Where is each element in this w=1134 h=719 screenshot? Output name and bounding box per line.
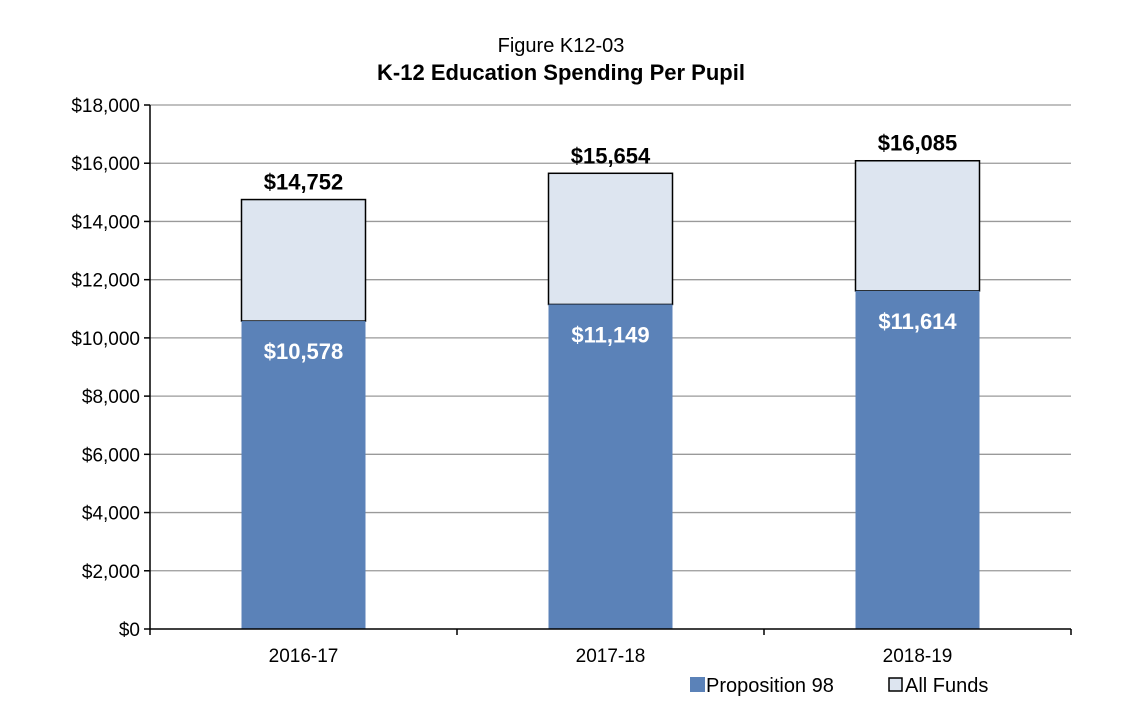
x-tick-label: 2016-17 <box>269 646 339 667</box>
bar-proposition-98-2018-19 <box>855 290 980 629</box>
y-tick-label: $12,000 <box>71 271 140 292</box>
legend-swatch-all-funds <box>888 677 903 692</box>
data-labels: $10,578 $14,752 $11,149 $15,654 $11,614 $16,0… <box>264 131 958 364</box>
legend: Proposition 98 All Funds <box>690 675 988 697</box>
y-tick-label: $18,000 <box>71 96 140 117</box>
x-tick-label: 2017-18 <box>576 646 646 667</box>
y-tick-label: $4,000 <box>82 504 140 525</box>
y-tick-label: $2,000 <box>82 562 140 583</box>
data-label-proposition-98: $11,149 <box>571 322 649 347</box>
data-label-proposition-98: $10,578 <box>264 339 344 364</box>
bars <box>240 159 981 629</box>
legend-label-proposition-98: Proposition 98 <box>706 675 834 697</box>
bar-all-funds-2018-19 <box>854 159 981 292</box>
bar-all-funds-2017-18 <box>547 172 674 306</box>
axes: $0 $2,000 $4,000 $6,000 $8,000 $10,000 $12,000… <box>71 96 1072 667</box>
data-label-proposition-98: $11,614 <box>878 309 957 334</box>
y-tick-label: $8,000 <box>82 387 140 408</box>
y-tick-label: $16,000 <box>71 154 140 175</box>
data-label-total: $14,752 <box>264 170 344 195</box>
chart-title: K-12 Education Spending Per Pupil <box>377 60 745 85</box>
y-tick-label: $6,000 <box>82 445 140 466</box>
bar-proposition-98-2016-17 <box>241 321 366 629</box>
legend-swatch-proposition-98 <box>690 677 705 692</box>
legend-label-all-funds: All Funds <box>905 675 988 697</box>
figure-label: Figure K12-03 <box>498 35 625 57</box>
data-label-total: $15,654 <box>571 143 651 168</box>
bar-proposition-98-2017-18 <box>548 304 673 629</box>
x-tick-label: 2018-19 <box>883 646 953 667</box>
y-tick-label: $10,000 <box>71 329 140 350</box>
data-label-total: $16,085 <box>878 131 958 156</box>
bar-all-funds-2016-17 <box>240 198 367 322</box>
y-tick-label: $14,000 <box>71 212 140 233</box>
y-tick-label: $0 <box>119 620 140 641</box>
